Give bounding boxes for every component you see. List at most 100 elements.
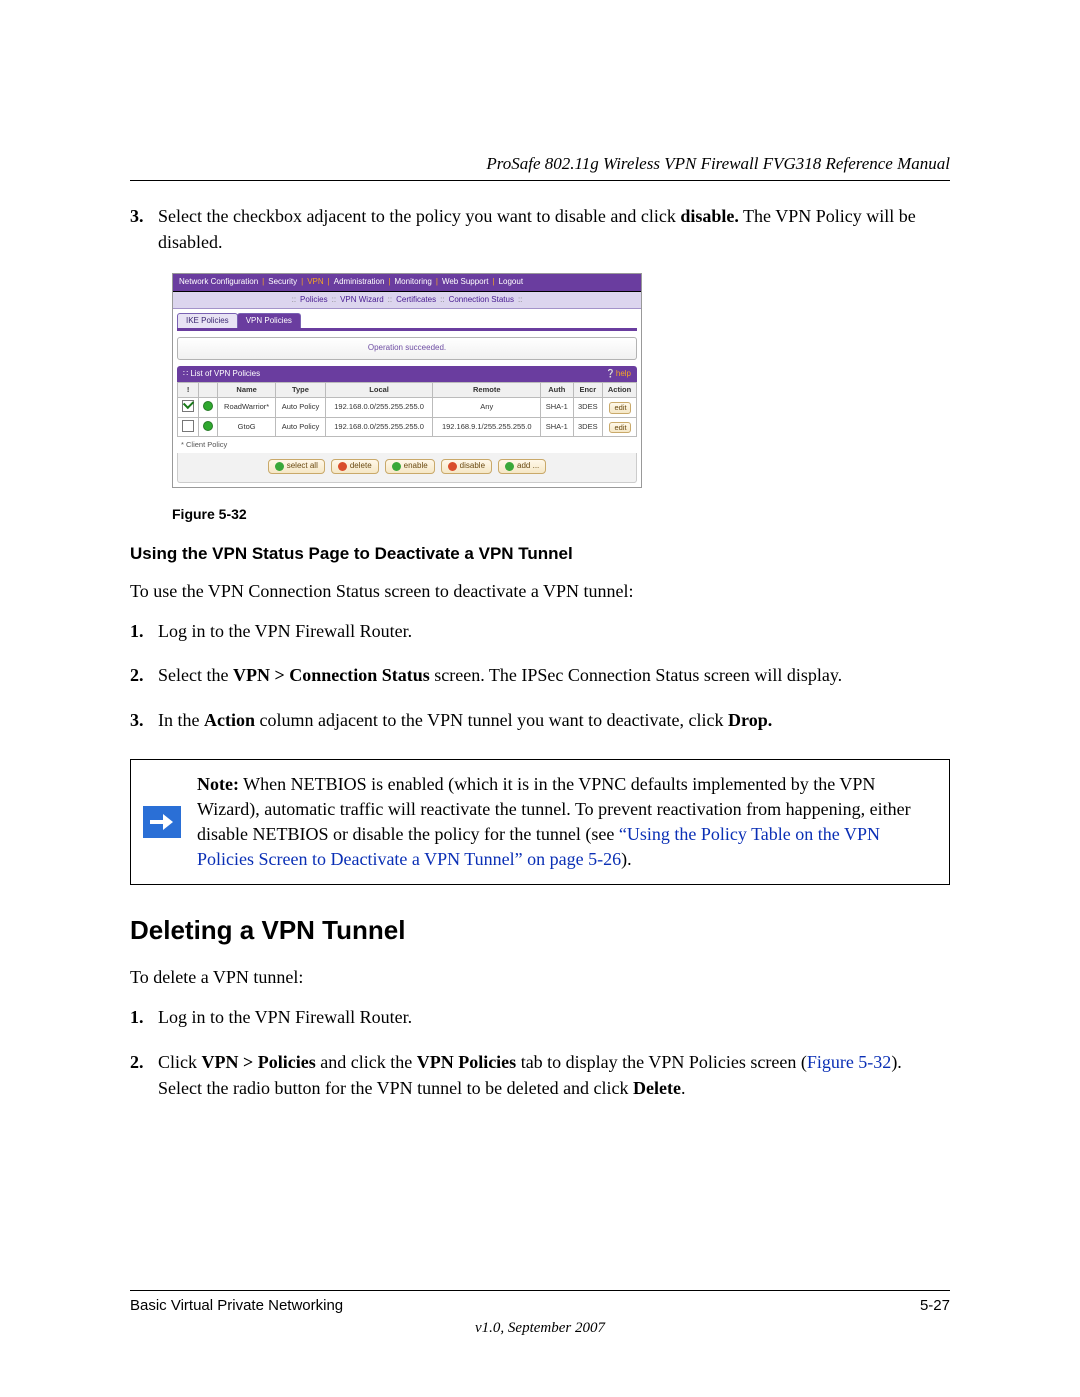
t: Click [158, 1052, 202, 1072]
table-row: RoadWarrior*Auto Policy192.168.0.0/255.2… [178, 397, 637, 417]
header-rule [130, 180, 950, 181]
sub-nav: ::Policies::VPN Wizard::Certificates::Co… [173, 292, 641, 309]
policy-table: ! NameTypeLocalRemoteAuthEncrAction RoadW… [177, 382, 637, 437]
status-dot-icon [203, 401, 213, 411]
list-title: ∷ List of VPN Policies [183, 369, 260, 379]
subnav-item[interactable]: Policies [300, 295, 328, 304]
tab-vpn-policies[interactable]: VPN Policies [237, 313, 301, 328]
t: column adjacent to the VPN tunnel you wa… [255, 710, 728, 730]
step-text: Select the checkbox adjacent to the poli… [158, 203, 950, 255]
step-text: In the Action column adjacent to the VPN… [158, 707, 950, 733]
t: Action [204, 710, 255, 730]
cell: GtoG [218, 417, 276, 437]
nav-item[interactable]: Monitoring [395, 277, 432, 287]
t: tab to display the VPN Policies screen ( [516, 1052, 807, 1072]
button-icon [505, 462, 514, 471]
col-header: Local [325, 383, 433, 398]
figure-link[interactable]: Figure 5-32 [807, 1052, 892, 1072]
col-header: Encr [573, 383, 603, 398]
t: VPN > Policies [202, 1052, 316, 1072]
col-header: Remote [433, 383, 541, 398]
t: ). [621, 849, 632, 869]
t: disable. [680, 206, 739, 226]
status-dot-icon [203, 421, 213, 431]
action-button[interactable]: add ... [498, 459, 546, 473]
note-icon [131, 760, 193, 885]
col-header: ! [178, 383, 199, 398]
step-b1: 1. Log in to the VPN Firewall Router. [130, 618, 950, 644]
t: Select the checkbox adjacent to the poli… [158, 206, 680, 226]
cell: 3DES [573, 417, 603, 437]
step-d1: 1. Log in to the VPN Firewall Router. [130, 1004, 950, 1030]
t: In the [158, 710, 204, 730]
action-button[interactable]: delete [331, 459, 379, 473]
col-header [199, 383, 218, 398]
nav-item[interactable]: Administration [334, 277, 385, 287]
step-num: 2. [130, 662, 158, 688]
nav-item[interactable]: VPN [307, 277, 323, 287]
delete-intro: To delete a VPN tunnel: [130, 964, 950, 990]
col-header: Action [603, 383, 637, 398]
edit-button[interactable]: edit [609, 402, 631, 414]
tab-bar: IKE PoliciesVPN Policies [173, 309, 641, 328]
row-checkbox[interactable] [182, 420, 194, 432]
step-num: 1. [130, 1004, 158, 1030]
t: and click the [316, 1052, 417, 1072]
cell: Any [433, 397, 541, 417]
col-header: Name [218, 383, 276, 398]
footer-version: v1.0, September 2007 [130, 1320, 950, 1337]
t: VPN > Connection Status [233, 665, 430, 685]
step-text: Select the VPN > Connection Status scree… [158, 662, 950, 688]
table-header-row: ! NameTypeLocalRemoteAuthEncrAction [178, 383, 637, 398]
col-header: Type [276, 383, 326, 398]
nav-item[interactable]: Logout [499, 277, 523, 287]
nav-item[interactable]: Security [268, 277, 297, 287]
t: Delete [633, 1078, 681, 1098]
button-icon [338, 462, 347, 471]
col-header: Auth [541, 383, 573, 398]
step-text: Log in to the VPN Firewall Router. [158, 1004, 950, 1030]
client-policy-footnote: * Client Policy [181, 440, 633, 450]
cell: SHA-1 [541, 397, 573, 417]
t: Drop. [728, 710, 772, 730]
cell: Auto Policy [276, 417, 326, 437]
cell: 192.168.0.0/255.255.255.0 [325, 417, 433, 437]
cell: 192.168.0.0/255.255.255.0 [325, 397, 433, 417]
page-footer: Basic Virtual Private Networking 5-27 v1… [130, 1290, 950, 1337]
edit-button[interactable]: edit [609, 422, 631, 434]
nav-item[interactable]: Web Support [442, 277, 489, 287]
subnav-item[interactable]: Certificates [396, 295, 436, 304]
button-icon [392, 462, 401, 471]
cell: Auto Policy [276, 397, 326, 417]
footer-left: Basic Virtual Private Networking [130, 1297, 343, 1314]
step-num: 2. [130, 1049, 158, 1101]
action-button[interactable]: select all [268, 459, 325, 473]
note-box: Note: When NETBIOS is enabled (which it … [130, 759, 950, 886]
t: screen. The IPSec Connection Status scre… [430, 665, 842, 685]
row-checkbox[interactable] [182, 400, 194, 412]
nav-item[interactable]: Network Configuration [179, 277, 258, 287]
section-heading: Deleting a VPN Tunnel [130, 915, 950, 946]
figure-caption: Figure 5-32 [172, 506, 950, 522]
action-button[interactable]: enable [385, 459, 435, 473]
cell: 192.168.9.1/255.255.255.0 [433, 417, 541, 437]
step-text: Click VPN > Policies and click the VPN P… [158, 1049, 950, 1101]
subnav-item[interactable]: Connection Status [449, 295, 514, 304]
tab-strip [177, 328, 637, 331]
t: Note: [197, 774, 239, 794]
step-b2: 2. Select the VPN > Connection Status sc… [130, 662, 950, 688]
cell: 3DES [573, 397, 603, 417]
subheading: Using the VPN Status Page to Deactivate … [130, 544, 950, 564]
action-button[interactable]: disable [441, 459, 492, 473]
status-message: Operation succeeded. [177, 337, 637, 359]
step-3: 3. Select the checkbox adjacent to the p… [130, 203, 950, 255]
cell: RoadWarrior* [218, 397, 276, 417]
help-link[interactable]: ❔help [606, 369, 631, 379]
vpn-policies-screenshot: Network Configuration|Security|VPN|Admin… [172, 273, 642, 488]
tab-ike-policies[interactable]: IKE Policies [177, 313, 238, 328]
t: . [681, 1078, 686, 1098]
step-num: 3. [130, 707, 158, 733]
note-text: Note: When NETBIOS is enabled (which it … [193, 760, 949, 885]
subnav-item[interactable]: VPN Wizard [340, 295, 384, 304]
footer-rule [130, 1290, 950, 1291]
